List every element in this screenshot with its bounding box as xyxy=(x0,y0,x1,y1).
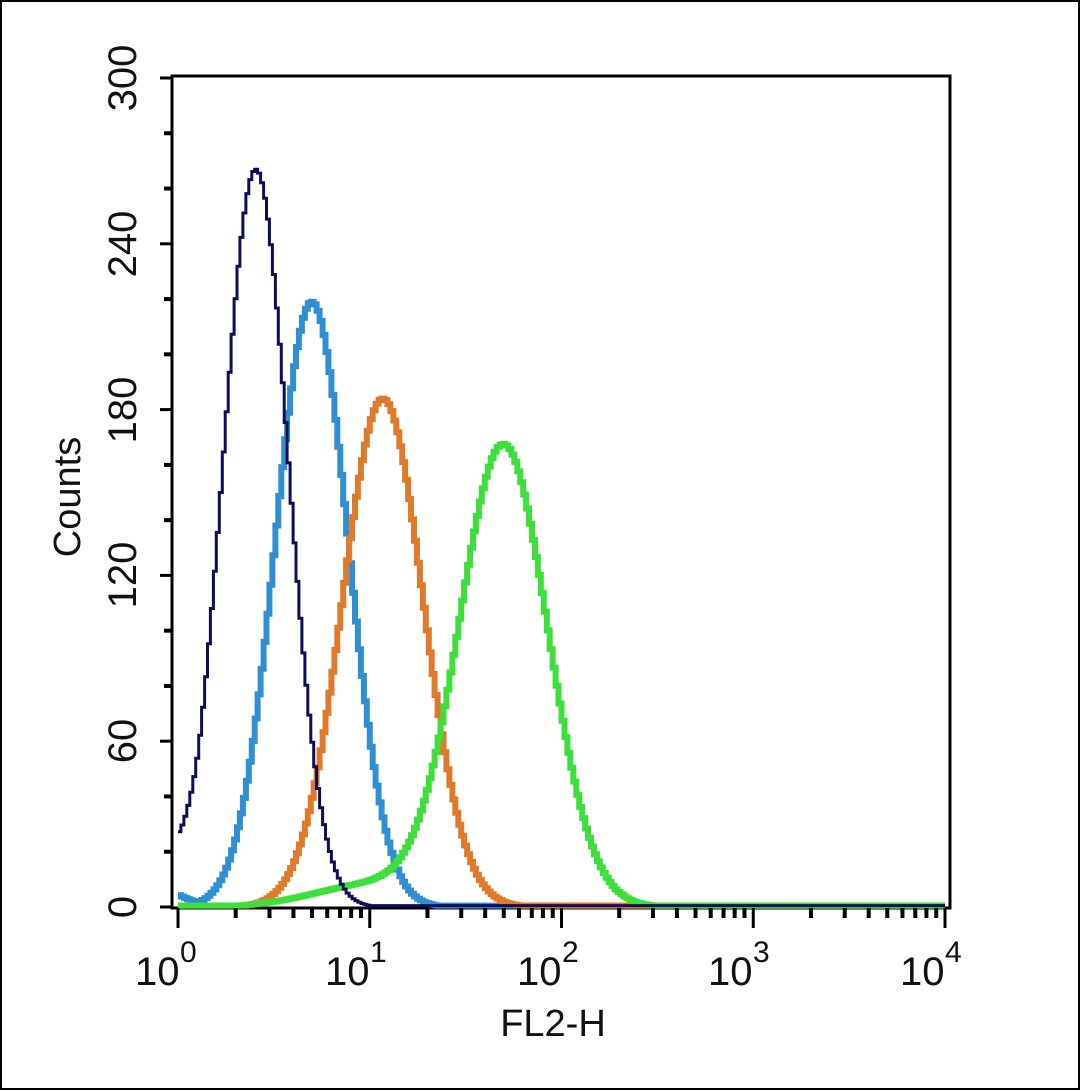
x-axis xyxy=(176,908,947,928)
x-tick-base: 10 xyxy=(708,950,753,994)
x-tick-exp: 1 xyxy=(370,936,387,969)
x-tick-label-100: 10 2 xyxy=(517,936,579,994)
x-tick-label-10000: 10 4 xyxy=(900,936,962,994)
x-tick-exp: 4 xyxy=(945,936,962,969)
x-tick-base: 10 xyxy=(517,950,562,994)
x-tick-label-1: 10 0 xyxy=(135,936,197,994)
histogram-series-navy xyxy=(178,167,945,908)
y-axis xyxy=(160,76,172,909)
x-tick-exp: 2 xyxy=(562,936,579,969)
y-tick-label-240: 240 xyxy=(101,211,145,278)
histogram-curves xyxy=(177,167,945,909)
x-tick-label-1000: 10 3 xyxy=(708,936,770,994)
x-tick-label-10: 10 1 xyxy=(325,936,387,994)
x-tick-exp: 0 xyxy=(180,936,197,969)
plot-area xyxy=(170,74,952,910)
x-tick-base: 10 xyxy=(325,950,370,994)
y-axis-title: Counts xyxy=(47,437,89,557)
y-tick-label-60: 60 xyxy=(101,719,145,764)
x-axis-title: FL2-H xyxy=(500,1003,606,1045)
y-tick-label-180: 180 xyxy=(101,377,145,444)
y-tick-label-0: 0 xyxy=(101,896,145,918)
x-tick-exp: 3 xyxy=(753,936,770,969)
x-tick-base: 10 xyxy=(900,950,945,994)
y-tick-label-120: 120 xyxy=(101,542,145,609)
x-tick-base: 10 xyxy=(135,950,180,994)
y-tick-label-300: 300 xyxy=(101,45,145,112)
